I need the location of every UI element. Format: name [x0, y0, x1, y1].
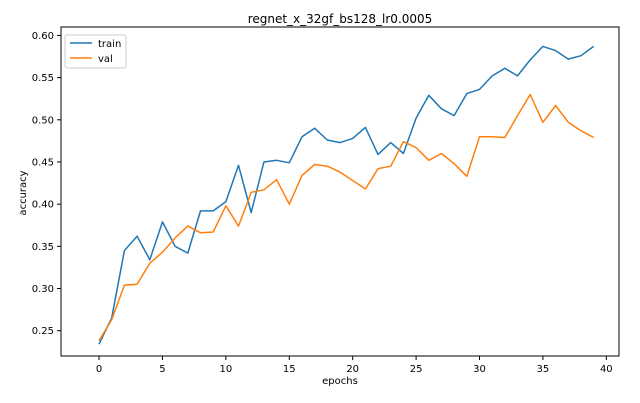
x-tick-label: 0	[96, 364, 102, 375]
y-tick-label: 0.35	[32, 242, 54, 253]
x-tick-label: 15	[283, 364, 296, 375]
y-tick-label: 0.60	[32, 31, 54, 42]
y-axis-label: accuracy	[18, 170, 29, 215]
y-tick-label: 0.50	[32, 115, 54, 126]
x-tick-label: 10	[219, 364, 232, 375]
axes-frame	[60, 26, 620, 357]
y-tick-label: 0.55	[32, 73, 54, 84]
series-group	[98, 45, 595, 345]
legend: train val	[64, 34, 127, 69]
x-tick-label: 35	[537, 364, 550, 375]
series-line-train	[98, 45, 595, 345]
x-tick-label: 25	[410, 364, 423, 375]
x-tick-label: 30	[473, 364, 486, 375]
legend-label-val: val	[98, 54, 113, 65]
x-axis-ticks: 0 5 10 15 20 25 30 35 40	[96, 356, 613, 375]
y-tick-label: 0.30	[32, 284, 54, 295]
x-tick-label: 40	[600, 364, 613, 375]
y-axis-ticks: 0.25 0.30 0.35 0.40 0.45 0.50 0.55 0.60	[32, 31, 61, 337]
y-tick-label: 0.40	[32, 200, 54, 211]
y-tick-label: 0.45	[32, 157, 54, 168]
x-axis-label: epochs	[322, 376, 358, 387]
series-line-val	[98, 93, 594, 342]
chart-title: regnet_x_32gf_bs128_lr0.0005	[248, 12, 433, 26]
x-tick-label: 20	[346, 364, 359, 375]
x-tick-label: 5	[159, 364, 165, 375]
y-tick-label: 0.25	[32, 326, 54, 337]
legend-label-train: train	[98, 39, 121, 50]
